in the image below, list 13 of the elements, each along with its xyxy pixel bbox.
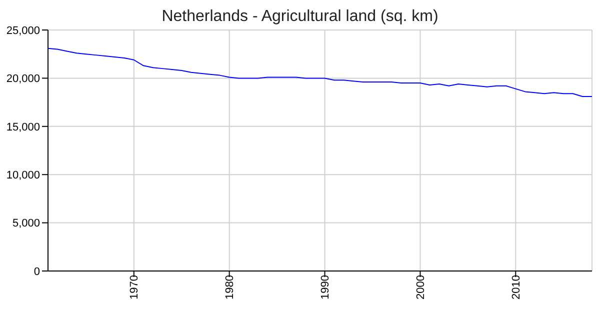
x-tick-label: 1990	[320, 275, 332, 300]
y-tick-label: 15,000	[6, 121, 40, 134]
x-tick-label: 2010	[510, 275, 522, 300]
x-tick-label: 2000	[415, 275, 428, 300]
x-tick-label: 1980	[224, 275, 236, 300]
line-series	[48, 48, 592, 98]
y-tick-label: 20,000	[6, 73, 40, 86]
y-tick-label: 10,000	[6, 170, 40, 182]
y-tick-label: 25,000	[6, 24, 40, 37]
chart-title: Netherlands - Agricultural land (sq. km)	[160, 8, 440, 26]
y-tick-label: 5,000	[12, 218, 40, 230]
x-tick-label: 1970	[128, 275, 141, 300]
y-tick-label: 0	[34, 266, 40, 278]
